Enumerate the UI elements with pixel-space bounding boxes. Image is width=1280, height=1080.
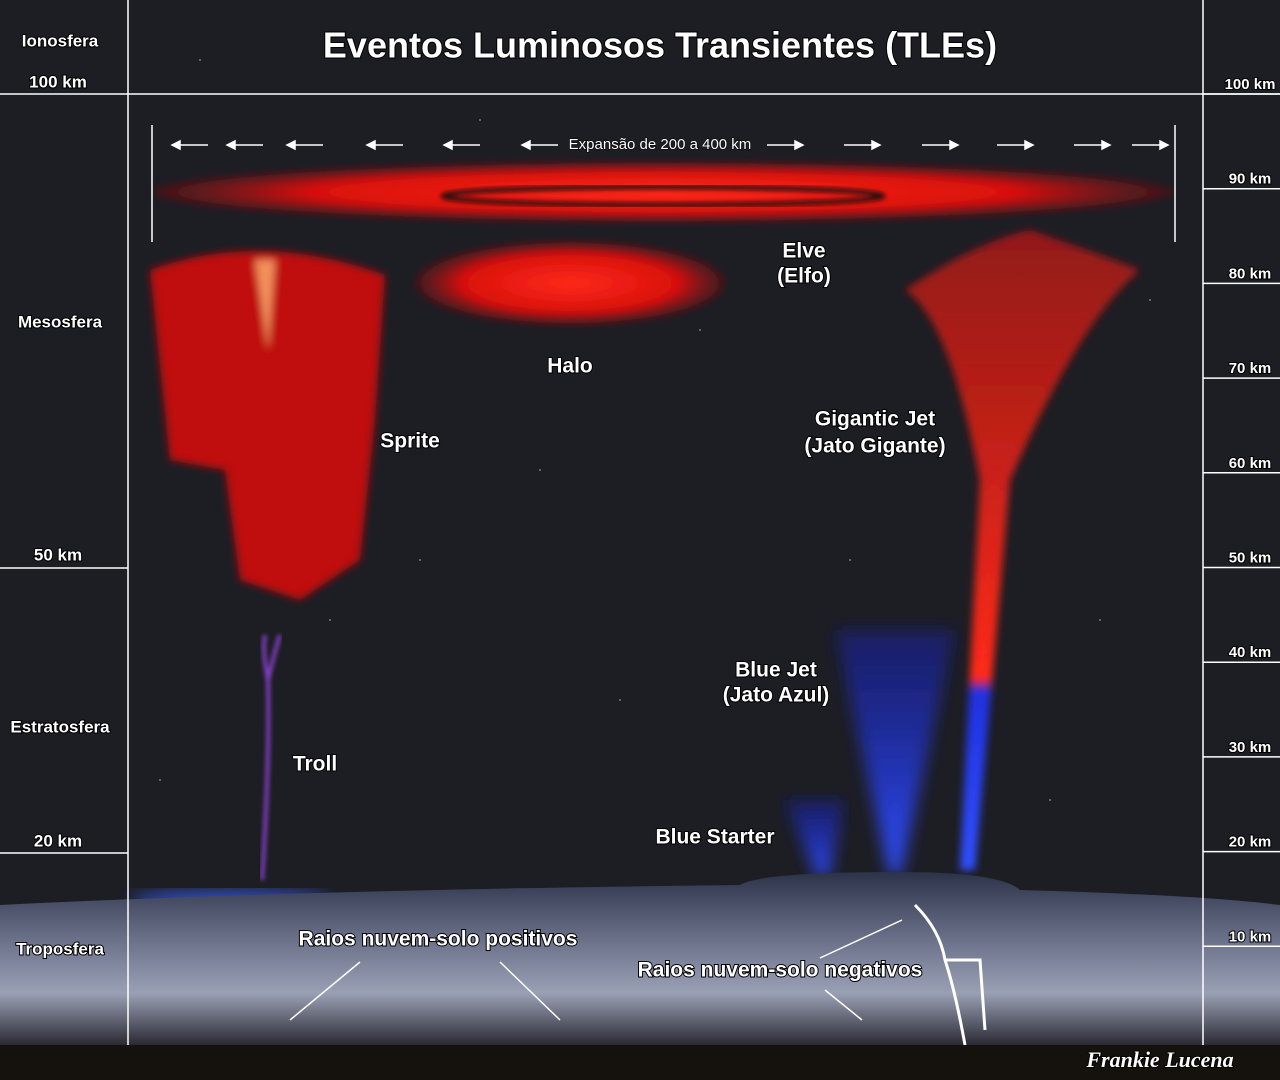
scale-label: 50 km: [1229, 549, 1272, 566]
scale-label: 20 km: [1229, 834, 1272, 851]
blue-jet-label: (Jato Azul): [723, 684, 830, 707]
arrow-head: [1101, 139, 1112, 151]
gigantic-jet-shape: [905, 230, 1140, 870]
blue-jet-label: Blue Jet: [735, 659, 817, 682]
sprite-shape: [150, 251, 385, 601]
arrow-head: [794, 139, 805, 151]
arrow-head: [365, 139, 376, 151]
gigantic-jet-label: (Jato Gigante): [804, 435, 945, 458]
arrow-head: [949, 139, 960, 151]
frame: [0, 0, 1280, 1045]
arrow-head: [285, 139, 296, 151]
scale-label: 80 km: [1229, 265, 1272, 282]
expansion-arrows: [170, 139, 1170, 151]
layer-name: Ionosfera: [22, 31, 99, 50]
lightning: [913, 903, 987, 1046]
arrow-head: [1024, 139, 1035, 151]
blue-jet-shape: [835, 630, 955, 875]
scale-label: 70 km: [1229, 360, 1272, 377]
scale-label: 90 km: [1229, 171, 1272, 188]
elve-label: (Elfo): [777, 265, 831, 288]
scale-label: 100 km: [1225, 76, 1276, 93]
arrow-head: [170, 139, 181, 151]
arrow-head: [225, 139, 236, 151]
troll-label: Troll: [293, 753, 337, 776]
pointer-arrows: [289, 919, 903, 1021]
title: Eventos Luminosos Transientes (TLEs): [323, 25, 997, 66]
gigantic-jet-label: Gigantic Jet: [815, 408, 935, 431]
layer-name: Estratosfera: [10, 717, 110, 736]
storm-cloud: [0, 872, 1280, 1045]
positive-label: Raios nuvem-solo positivos: [299, 928, 578, 951]
negative-label: Raios nuvem-solo negativos: [638, 959, 923, 982]
arrow-head: [442, 139, 453, 151]
halo-shape: [415, 241, 725, 325]
blue-starter-shape: [785, 800, 845, 878]
expansion-label: Expansão de 200 a 400 km: [569, 136, 752, 153]
troll-shape: [260, 634, 282, 881]
scale-label: 60 km: [1229, 455, 1272, 472]
arrow-head: [1159, 139, 1170, 151]
city-lights: [0, 1045, 1280, 1080]
boundary-label: 50 km: [34, 545, 82, 564]
layer-name: Mesosfera: [18, 312, 103, 331]
layer-name: Troposfera: [16, 939, 104, 958]
halo-label: Halo: [547, 355, 593, 378]
arrow-head: [871, 139, 882, 151]
scale-label: 10 km: [1229, 928, 1272, 945]
boundary-label: 20 km: [34, 831, 82, 850]
scale-label: 30 km: [1229, 739, 1272, 756]
blue-starter-label: Blue Starter: [655, 826, 774, 849]
credit: Frankie Lucena: [1085, 1047, 1233, 1072]
sprite-label: Sprite: [380, 430, 440, 453]
right-scale: 100 km 90 km 80 km 70 km 60 km 50 km 40 km 30 k…: [1203, 75, 1280, 948]
arrow-head: [520, 139, 531, 151]
elve-label: Elve: [782, 240, 825, 263]
boundary-label: 100 km: [29, 72, 87, 91]
scale-label: 40 km: [1229, 644, 1272, 661]
stars: [159, 59, 1151, 801]
elve-shape: [153, 162, 1173, 222]
